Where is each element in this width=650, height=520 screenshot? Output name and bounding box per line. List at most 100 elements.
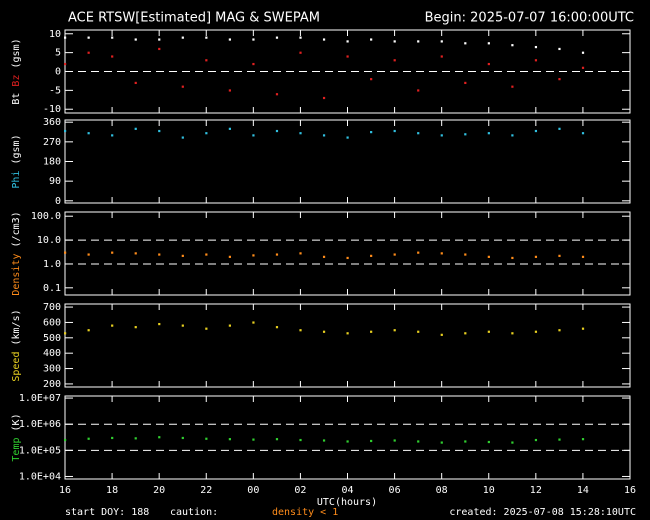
data-point (581, 51, 585, 54)
density-note: density < 1 (272, 507, 338, 518)
data-point (346, 55, 349, 58)
data-point (134, 252, 137, 255)
data-point (205, 437, 208, 440)
data-point (558, 78, 561, 81)
data-point (581, 66, 585, 69)
y-tick-label: -10 (43, 104, 61, 115)
data-point (322, 96, 326, 100)
data-point (393, 329, 396, 332)
data-point (581, 255, 585, 258)
data-point (511, 44, 514, 47)
data-point (252, 254, 255, 257)
data-point (534, 330, 538, 333)
legend-entry: Density (11, 254, 22, 296)
data-point (275, 36, 279, 39)
y-tick-label: 0 (55, 67, 61, 78)
data-point (205, 132, 208, 135)
data-point (64, 36, 67, 39)
data-point (87, 132, 90, 135)
data-point (346, 440, 349, 443)
legend-entry: Bz (11, 75, 22, 87)
y-tick-label: 5 (55, 48, 61, 59)
data-point (464, 133, 467, 136)
x-tick-label: 04 (341, 485, 353, 496)
data-point (487, 132, 490, 135)
data-point (346, 256, 349, 260)
data-point (158, 436, 161, 439)
data-point (275, 93, 279, 96)
y-axis-label: Speed (km/s) (11, 309, 22, 381)
data-point (299, 438, 302, 442)
x-axis-label: UTC(hours) (317, 497, 377, 508)
data-point (181, 85, 184, 88)
data-point (299, 252, 302, 255)
data-point (275, 253, 279, 256)
x-tick-label: 22 (200, 485, 212, 496)
data-point (205, 253, 208, 256)
data-point (417, 440, 420, 443)
start-doy: start DOY: 188 (65, 507, 149, 518)
x-tick-label: 08 (436, 485, 448, 496)
data-point (252, 321, 255, 324)
data-point (322, 439, 326, 442)
data-point (534, 438, 538, 442)
data-point (228, 438, 231, 441)
y-tick-label: 1.0E+05 (19, 445, 61, 456)
data-point (252, 38, 255, 41)
data-point (64, 62, 67, 66)
y-unit: (K) (11, 413, 22, 431)
data-point (205, 327, 208, 330)
data-point (558, 438, 561, 441)
data-point (417, 132, 420, 135)
y-tick-label: 270 (43, 137, 61, 148)
panel-frame (64, 395, 631, 480)
data-point (158, 322, 161, 326)
y-tick-label: 1.0E+06 (19, 419, 61, 430)
x-tick-label: 10 (483, 485, 495, 496)
data-point (464, 440, 467, 443)
y-tick-label: 10 (49, 29, 61, 40)
data-point (370, 38, 373, 41)
data-point (134, 127, 137, 130)
data-point (228, 255, 231, 258)
data-point (440, 252, 443, 255)
data-point (581, 327, 585, 330)
data-point (487, 255, 490, 258)
data-point (558, 254, 561, 257)
panel-frame (64, 119, 631, 204)
data-point (87, 253, 90, 256)
data-point (111, 251, 114, 254)
x-tick-label: 18 (106, 485, 118, 496)
data-point (134, 437, 137, 440)
data-point (511, 134, 514, 137)
caution: caution: (170, 507, 218, 518)
data-point (111, 436, 114, 440)
data-point (111, 36, 114, 39)
data-point (228, 127, 231, 130)
y-tick-label: 100.0 (31, 211, 61, 222)
data-point (252, 62, 255, 66)
data-point (111, 324, 114, 327)
data-point (511, 441, 514, 444)
data-point (299, 36, 302, 39)
data-point (511, 332, 514, 335)
x-tick-label: 12 (530, 485, 542, 496)
data-point (558, 47, 561, 51)
data-point (370, 439, 373, 443)
data-point (181, 136, 184, 139)
x-tick-label: 06 (389, 485, 401, 496)
chart-title: ACE RTSW[Estimated] MAG & SWEPAM (68, 11, 320, 26)
begin-time: Begin: 2025-07-07 16:00:00UTC (425, 11, 634, 26)
data-point (205, 59, 208, 62)
data-point (134, 81, 137, 85)
data-point (134, 326, 137, 329)
data-point (440, 55, 443, 58)
x-tick-label: 02 (294, 485, 306, 496)
data-point (181, 36, 184, 39)
data-point (393, 40, 396, 43)
x-tick-label: 16 (59, 485, 71, 496)
data-point (111, 55, 114, 58)
data-point (511, 256, 514, 260)
data-point (181, 436, 184, 440)
created-time: created: 2025-07-08 15:28:10UTC (449, 507, 636, 518)
